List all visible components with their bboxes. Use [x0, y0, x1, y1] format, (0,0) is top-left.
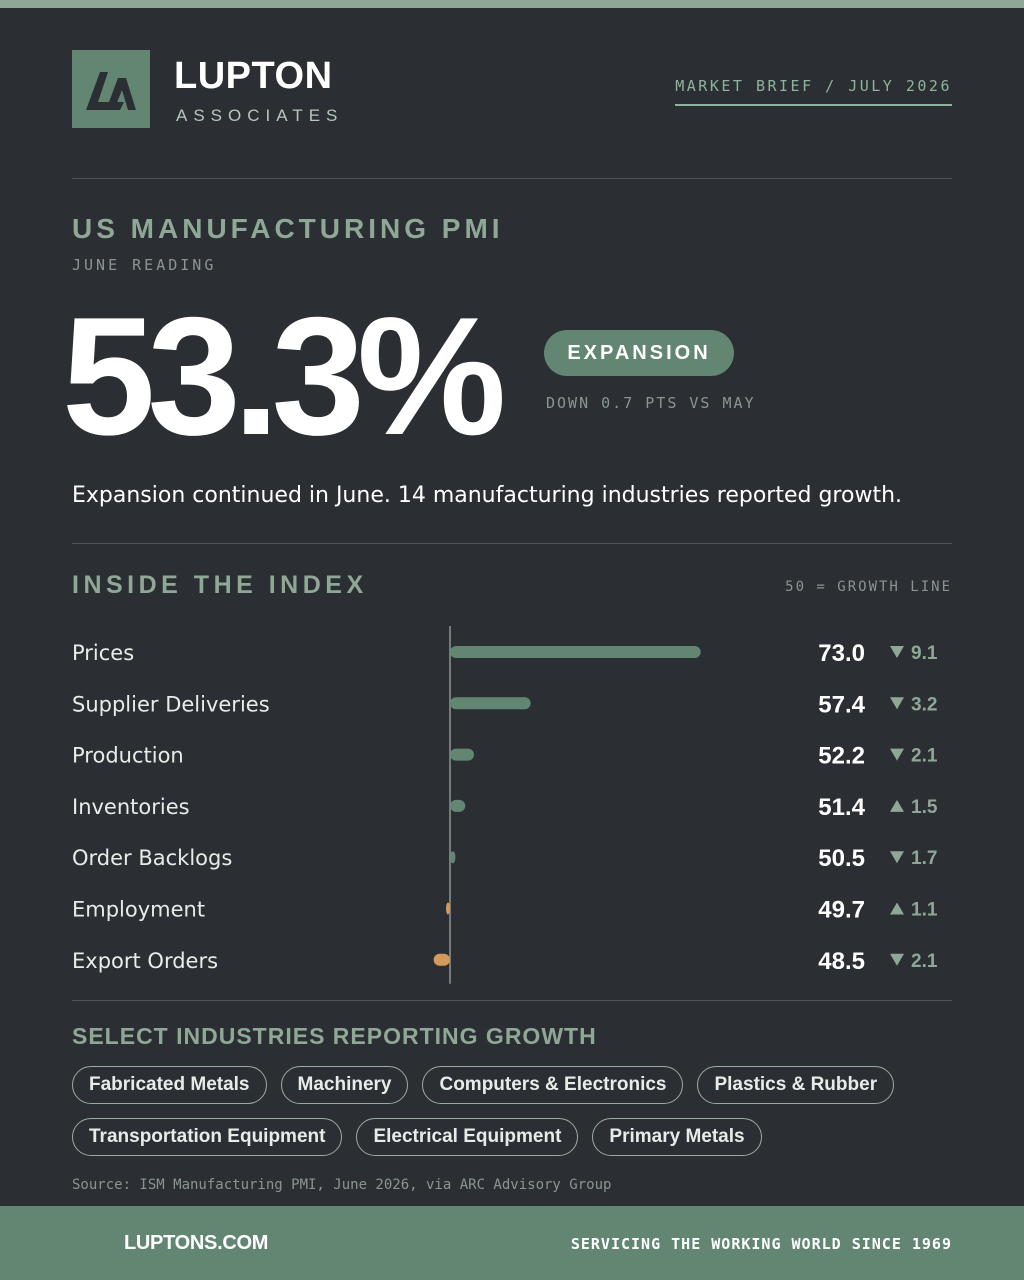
- value-label: 73.0: [818, 640, 865, 667]
- bar: [450, 697, 531, 710]
- status-badge: EXPANSION: [544, 330, 734, 376]
- change-label: 1.7: [911, 848, 937, 869]
- industry-chip: Computers & Electronics: [422, 1066, 684, 1104]
- bar: [450, 646, 701, 658]
- change-label: 1.5: [911, 797, 938, 818]
- bar: [450, 748, 474, 761]
- industry-chips: Fabricated Metals Machinery Computers & …: [72, 1066, 952, 1156]
- down-arrow-icon: [890, 697, 904, 710]
- market-brief-label: MARKET BRIEF / JULY 2026: [675, 76, 952, 106]
- category-label: Export Orders: [72, 949, 218, 973]
- bar: [433, 953, 450, 966]
- pmi-change: DOWN 0.7 PTS VS MAY: [546, 394, 756, 412]
- industry-chip: Electrical Equipment: [356, 1118, 579, 1156]
- industry-chip: Primary Metals: [592, 1118, 762, 1156]
- down-arrow-icon: [890, 646, 904, 658]
- value-label: 49.7: [818, 897, 865, 924]
- top-accent-strip: [0, 0, 1024, 8]
- source-note: Source: ISM Manufacturing PMI, June 2026…: [72, 1177, 612, 1193]
- industry-chip: Plastics & Rubber: [697, 1066, 895, 1104]
- pmi-summary: Expansion continued in June. 14 manufact…: [72, 483, 903, 508]
- logo-icon: [72, 50, 150, 128]
- value-label: 50.5: [818, 845, 865, 872]
- down-arrow-icon: [890, 748, 904, 761]
- value-label: 52.2: [818, 743, 865, 770]
- bar: [450, 851, 456, 864]
- value-label: 48.5: [818, 948, 865, 975]
- change-label: 2.1: [911, 951, 938, 972]
- pmi-title: US MANUFACTURING PMI: [72, 213, 504, 244]
- change-label: 2.1: [911, 746, 938, 767]
- category-label: Production: [72, 744, 184, 768]
- category-label: Supplier Deliveries: [72, 692, 270, 716]
- footer-url-link[interactable]: LUPTONS.COM: [124, 1232, 269, 1254]
- change-label: 1.1: [911, 900, 938, 921]
- growth-line-note: 50 = GROWTH LINE: [785, 579, 952, 595]
- value-label: 51.4: [818, 794, 865, 821]
- brand-name: LUPTON: [174, 55, 333, 97]
- footer-tagline: SERVICING THE WORKING WORLD SINCE 1969: [570, 1235, 952, 1253]
- divider: [72, 1000, 952, 1001]
- index-bar-chart: Prices 73.0 9.1 Supplier Deliveries 57.4 3.2 P…: [72, 626, 938, 984]
- down-arrow-icon: [890, 851, 904, 864]
- change-label: 3.2: [911, 694, 937, 715]
- divider: [72, 543, 952, 544]
- category-label: Inventories: [72, 795, 190, 819]
- pmi-value: 53.3%: [62, 282, 506, 470]
- bar: [446, 902, 450, 915]
- value-label: 57.4: [818, 691, 865, 718]
- category-label: Order Backlogs: [72, 846, 232, 870]
- category-label: Employment: [72, 898, 205, 922]
- brand-subtitle: ASSOCIATES: [176, 106, 344, 125]
- category-label: Prices: [72, 641, 134, 665]
- down-arrow-icon: [890, 953, 904, 966]
- industry-chip: Machinery: [280, 1066, 409, 1104]
- up-arrow-icon: [890, 902, 904, 915]
- industry-chip: Transportation Equipment: [72, 1118, 343, 1156]
- change-label: 9.1: [911, 643, 938, 664]
- up-arrow-icon: [890, 799, 904, 812]
- index-title: INSIDE THE INDEX: [72, 571, 368, 599]
- pmi-subtitle: JUNE READING: [72, 256, 217, 274]
- industries-title: SELECT INDUSTRIES REPORTING GROWTH: [72, 1023, 597, 1049]
- divider: [72, 178, 952, 179]
- header: LUPTON ASSOCIATES MARKET BRIEF / JULY 20…: [72, 48, 952, 130]
- bar: [450, 799, 466, 812]
- footer: LUPTONS.COM SERVICING THE WORKING WORLD …: [0, 1206, 1024, 1280]
- industry-chip: Fabricated Metals: [72, 1066, 267, 1104]
